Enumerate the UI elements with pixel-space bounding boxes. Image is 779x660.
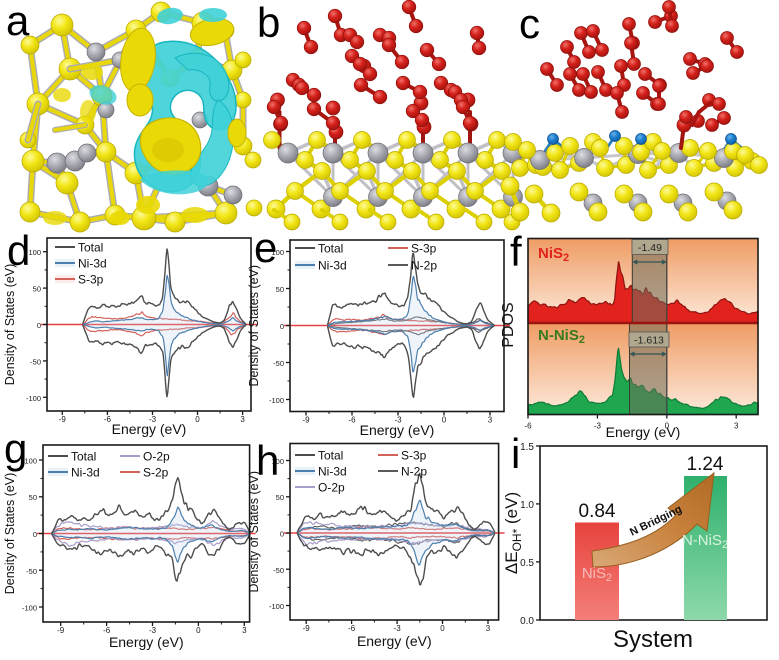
svg-text:-50: -50 — [273, 566, 284, 575]
svg-text:50: 50 — [276, 285, 284, 294]
svg-text:0: 0 — [196, 626, 201, 635]
svg-text:S-3p: S-3p — [78, 273, 104, 287]
svg-text:-3: -3 — [149, 626, 157, 635]
svg-text:Density of States (eV): Density of States (eV) — [3, 473, 17, 595]
svg-text:0: 0 — [440, 624, 445, 633]
svg-text:-9: -9 — [57, 626, 65, 635]
svg-text:0.5: 0.5 — [520, 558, 534, 569]
svg-text:1.0: 1.0 — [520, 500, 534, 511]
svg-text:System: System — [613, 626, 693, 653]
svg-text:0: 0 — [195, 415, 200, 424]
svg-text:NiS2: NiS2 — [538, 245, 569, 264]
svg-text:-1.613: -1.613 — [634, 335, 664, 347]
svg-text:3: 3 — [488, 416, 493, 425]
svg-text:-9: -9 — [303, 624, 311, 633]
svg-text:Total: Total — [78, 241, 103, 255]
svg-text:O-2p: O-2p — [318, 481, 345, 495]
svg-text:100: 100 — [271, 457, 284, 466]
svg-text:N-NiS2: N-NiS2 — [682, 532, 728, 551]
svg-text:N-NiS2: N-NiS2 — [538, 327, 585, 346]
svg-text:100: 100 — [24, 457, 37, 466]
svg-text:0: 0 — [37, 321, 41, 330]
svg-text:1.5: 1.5 — [520, 442, 534, 453]
svg-text:-50: -50 — [273, 359, 284, 368]
svg-text:S-2p: S-2p — [143, 466, 169, 480]
svg-text:3: 3 — [734, 422, 739, 431]
svg-text:0: 0 — [33, 530, 37, 539]
svg-text:ΔEOH* (eV): ΔEOH* (eV) — [502, 492, 524, 574]
svg-text:O-2p: O-2p — [143, 450, 170, 464]
svg-text:-6: -6 — [104, 415, 112, 424]
svg-text:100: 100 — [271, 248, 284, 257]
svg-text:0: 0 — [442, 416, 447, 425]
svg-text:0.84: 0.84 — [579, 501, 616, 522]
svg-text:b: b — [257, 0, 280, 46]
svg-text:-3: -3 — [149, 415, 157, 424]
svg-text:Energy (eV): Energy (eV) — [606, 424, 681, 440]
svg-text:3: 3 — [486, 624, 491, 633]
svg-text:50: 50 — [29, 493, 37, 502]
svg-text:-6: -6 — [348, 416, 356, 425]
svg-text:1.24: 1.24 — [687, 454, 724, 475]
svg-text:Energy (eV): Energy (eV) — [357, 633, 432, 649]
svg-text:h: h — [256, 437, 279, 484]
svg-text:-6: -6 — [348, 624, 356, 633]
svg-text:Density of States (eV): Density of States (eV) — [247, 265, 261, 387]
svg-text:-3: -3 — [394, 624, 402, 633]
svg-text:e: e — [254, 224, 277, 271]
svg-text:Total: Total — [71, 450, 96, 464]
svg-text:Ni-3d: Ni-3d — [318, 465, 347, 479]
svg-text:0: 0 — [280, 322, 284, 331]
svg-text:Ni-3d: Ni-3d — [318, 259, 347, 273]
svg-text:-100: -100 — [22, 604, 37, 613]
svg-text:Ni-3d: Ni-3d — [71, 466, 100, 480]
svg-text:a: a — [6, 0, 30, 44]
svg-text:-100: -100 — [269, 396, 284, 405]
svg-text:N-2p: N-2p — [411, 259, 437, 273]
svg-text:0.0: 0.0 — [520, 616, 534, 627]
svg-text:Energy (eV): Energy (eV) — [360, 422, 435, 438]
svg-text:NiS2: NiS2 — [582, 565, 612, 584]
svg-text:0: 0 — [280, 530, 284, 539]
svg-text:3: 3 — [242, 626, 247, 635]
svg-text:Ni-3d: Ni-3d — [78, 257, 107, 271]
svg-text:-100: -100 — [269, 602, 284, 611]
svg-text:i: i — [511, 430, 520, 477]
svg-text:f: f — [510, 228, 522, 275]
svg-text:-9: -9 — [302, 416, 310, 425]
svg-text:-6: -6 — [524, 422, 532, 431]
svg-text:S-3p: S-3p — [401, 449, 427, 463]
svg-text:-50: -50 — [30, 357, 41, 366]
svg-text:-3: -3 — [594, 422, 602, 431]
svg-text:S-3p: S-3p — [411, 242, 437, 256]
svg-text:N-2p: N-2p — [401, 465, 427, 479]
svg-text:Density of States (eV): Density of States (eV) — [3, 264, 17, 386]
svg-text:d: d — [7, 227, 30, 274]
svg-text:100: 100 — [28, 248, 41, 257]
svg-text:50: 50 — [276, 493, 284, 502]
svg-text:-1.49: -1.49 — [638, 242, 662, 254]
svg-text:g: g — [4, 425, 27, 472]
svg-text:3: 3 — [240, 415, 245, 424]
svg-text:-100: -100 — [26, 394, 41, 403]
svg-text:-6: -6 — [103, 626, 111, 635]
svg-text:Energy (eV): Energy (eV) — [112, 421, 187, 437]
svg-text:c: c — [519, 0, 540, 47]
svg-text:-50: -50 — [26, 567, 37, 576]
svg-text:Density of States (eV): Density of States (eV) — [247, 471, 261, 593]
svg-text:-9: -9 — [59, 415, 67, 424]
svg-text:-3: -3 — [394, 416, 402, 425]
svg-text:PDOS: PDOS — [500, 302, 517, 347]
svg-text:Energy (eV): Energy (eV) — [109, 634, 184, 650]
svg-text:0: 0 — [665, 422, 670, 431]
svg-text:50: 50 — [33, 285, 41, 294]
svg-text:Total: Total — [318, 242, 343, 256]
svg-text:Total: Total — [318, 449, 343, 463]
